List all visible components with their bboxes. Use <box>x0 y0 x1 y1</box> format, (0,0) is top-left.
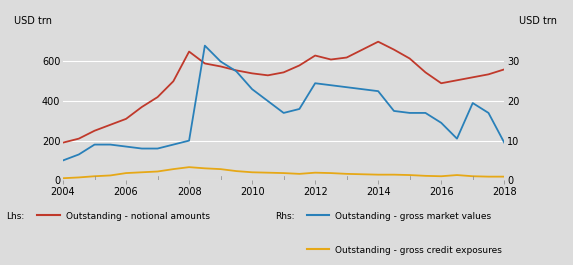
Text: USD trn: USD trn <box>519 16 557 26</box>
Text: Outstanding - notional amounts: Outstanding - notional amounts <box>66 212 210 221</box>
Text: Lhs:: Lhs: <box>6 212 24 221</box>
Text: USD trn: USD trn <box>14 16 53 26</box>
Text: Rhs:: Rhs: <box>275 212 295 221</box>
Text: Outstanding - gross credit exposures: Outstanding - gross credit exposures <box>335 246 502 255</box>
Text: Outstanding - gross market values: Outstanding - gross market values <box>335 212 491 221</box>
